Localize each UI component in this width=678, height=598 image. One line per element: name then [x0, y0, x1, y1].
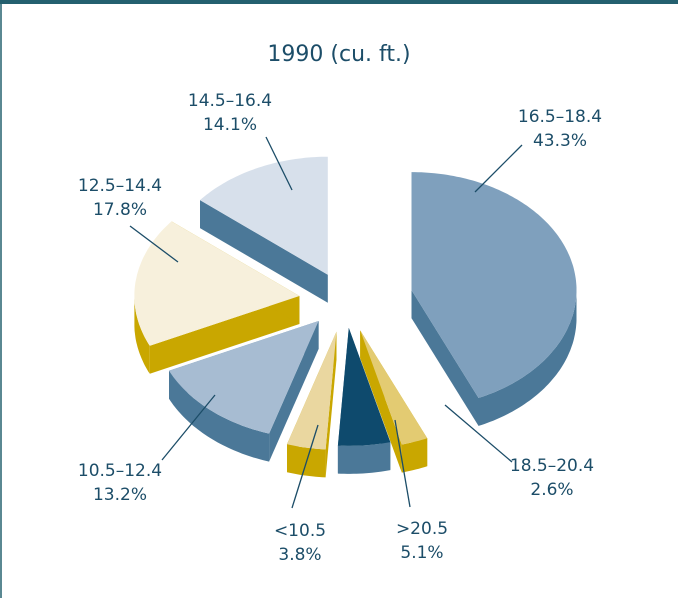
slice-side [169, 370, 270, 462]
leader-line [474, 144, 523, 193]
slice [360, 330, 428, 473]
slice-label: <10.5 [274, 521, 326, 541]
slice-value-label: 13.2% [93, 485, 147, 505]
slice-wall [411, 290, 479, 426]
slice [134, 221, 300, 374]
slice-wall [269, 321, 319, 462]
leader-line [444, 404, 513, 463]
leader-line [161, 394, 216, 461]
slice [287, 331, 337, 478]
slice-value-label: 14.1% [203, 115, 257, 135]
slice-wall [149, 296, 300, 374]
slice-value-label: 43.3% [533, 131, 587, 151]
slice-side [337, 442, 391, 474]
slice [411, 172, 577, 426]
slice-label: 14.5–16.4 [188, 91, 272, 111]
slice [200, 156, 328, 303]
slice-side [401, 438, 428, 473]
slice-top [360, 330, 428, 445]
slice-side [134, 296, 150, 374]
slice [337, 327, 391, 474]
slice-top [411, 172, 577, 398]
chart-title: 1990 (cu. ft.) [267, 42, 410, 67]
slice-side [478, 290, 577, 426]
leader-line [291, 424, 319, 509]
slice-label: >20.5 [396, 519, 448, 539]
slice-value-label: 17.8% [93, 200, 147, 220]
leader-line [129, 225, 179, 263]
slice-wall [200, 200, 328, 303]
slice-wall [360, 330, 402, 473]
slice-top [134, 221, 300, 346]
slice-label: 16.5–18.4 [518, 107, 602, 127]
slice-top [287, 331, 337, 450]
slice-wall [325, 331, 337, 478]
slice-top [337, 327, 391, 446]
slice-label: 10.5–12.4 [78, 461, 162, 481]
slice-value-label: 3.8% [278, 545, 321, 565]
leader-line [265, 136, 293, 191]
slice-label: 18.5–20.4 [510, 456, 594, 476]
slice-label: 12.5–14.4 [78, 176, 162, 196]
slice-value-label: 5.1% [400, 543, 443, 563]
leader-line [394, 419, 411, 508]
slice-top [200, 156, 328, 275]
slice-value-label: 2.6% [530, 480, 573, 500]
